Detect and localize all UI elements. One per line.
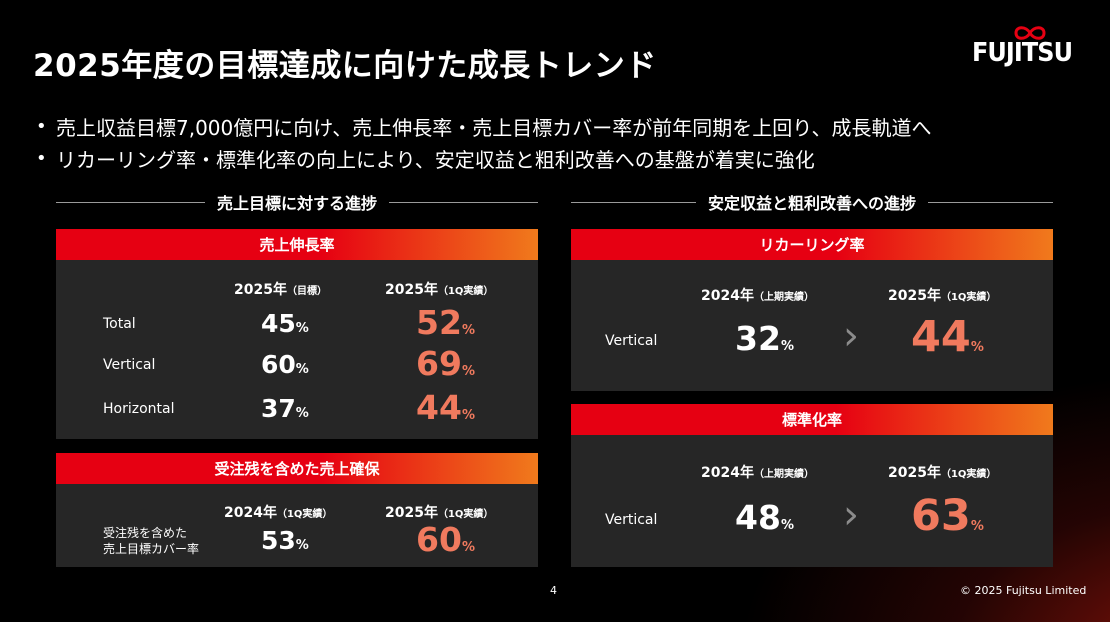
- value-number: 63: [911, 491, 971, 541]
- page-number: 4: [550, 584, 557, 597]
- row-label: Vertical: [605, 333, 658, 349]
- target-value: 45%: [261, 309, 309, 338]
- value-number: 52: [416, 303, 462, 342]
- slide-title: 2025年度の目標達成に向けた成長トレンド: [33, 48, 657, 84]
- column-note: （上期実績）: [753, 469, 814, 480]
- percent-sign: %: [780, 518, 794, 533]
- bullet-item: • リカーリング率・標準化率の向上により、安定収益と粗利改善への基盤が着実に強化: [36, 142, 931, 174]
- column-note: （1Q実績）: [940, 469, 997, 480]
- column-header: 2025年（1Q実績）: [888, 285, 996, 305]
- column-header: 2025年（目標）: [234, 279, 327, 299]
- row-label: Horizontal: [103, 401, 175, 417]
- percent-sign: %: [970, 340, 984, 355]
- recurring-rate-title: リカーリング率: [571, 229, 1053, 260]
- column-note: （1Q実績）: [437, 286, 494, 297]
- percent-sign: %: [295, 406, 309, 421]
- value-number: 45: [261, 309, 296, 338]
- column-year: 2025年: [385, 282, 438, 298]
- column-header: 2024年（上期実績）: [701, 285, 814, 305]
- standardization-rate-panel: 標準化率 2024年（上期実績） 2025年（1Q実績） Vertical 48…: [571, 404, 1053, 567]
- standardization-2024-value: 48%: [735, 498, 794, 537]
- divider-line: [928, 201, 1054, 203]
- value-number: 60: [416, 520, 462, 559]
- bullet-text: リカーリング率・標準化率の向上により、安定収益と粗利改善への基盤が着実に強化: [56, 147, 815, 172]
- bullet-dot: •: [36, 147, 47, 169]
- coverage-2024-value: 53%: [261, 526, 309, 555]
- bullet-text: 売上収益目標7,000億円に向け、売上伸長率・売上目標カバー率が前年同期を上回り…: [56, 115, 932, 140]
- percent-sign: %: [461, 408, 475, 423]
- recurring-2024-value: 32%: [735, 319, 794, 358]
- chevron-right-icon: ›: [843, 313, 859, 359]
- column-header: 2024年（1Q実績）: [224, 502, 332, 522]
- value-number: 69: [416, 344, 462, 383]
- bullet-item: • 売上収益目標7,000億円に向け、売上伸長率・売上目標カバー率が前年同期を上…: [36, 110, 931, 142]
- percent-sign: %: [461, 364, 475, 379]
- value-number: 53: [261, 526, 296, 555]
- column-year: 2025年: [888, 288, 941, 304]
- percent-sign: %: [461, 323, 475, 338]
- percent-sign: %: [970, 519, 984, 534]
- column-note: （1Q実績）: [940, 292, 997, 303]
- row-label: Vertical: [103, 357, 156, 373]
- fujitsu-logo: FUJITSU: [972, 24, 1078, 74]
- row-label: Total: [103, 316, 136, 332]
- chevron-right-icon: ›: [843, 492, 859, 538]
- growth-rate-panel: 売上伸長率 2025年（目標） 2025年（1Q実績） Total 45% 52…: [56, 229, 538, 439]
- value-number: 32: [735, 319, 781, 358]
- actual-value: 69%: [416, 344, 475, 383]
- recurring-2025-value: 44%: [911, 312, 984, 362]
- value-number: 60: [261, 350, 296, 379]
- row-label-line: 売上目標カバー率: [103, 542, 200, 556]
- percent-sign: %: [295, 362, 309, 377]
- column-header: 2025年（1Q実績）: [385, 502, 493, 522]
- column-year: 2024年: [224, 505, 277, 521]
- left-section-title: 売上目標に対する進捗: [217, 194, 378, 213]
- target-value: 37%: [261, 394, 309, 423]
- backlog-title: 受注残を含めた売上確保: [56, 453, 538, 484]
- row-label: Vertical: [605, 512, 658, 528]
- right-section-header: 安定収益と粗利改善への進捗: [571, 191, 1054, 213]
- bullet-list: • 売上収益目標7,000億円に向け、売上伸長率・売上目標カバー率が前年同期を上…: [36, 110, 931, 174]
- percent-sign: %: [295, 538, 309, 553]
- divider-line: [389, 201, 539, 203]
- column-note: （上期実績）: [753, 292, 814, 303]
- value-number: 48: [735, 498, 781, 537]
- backlog-panel: 受注残を含めた売上確保 2024年（1Q実績） 2025年（1Q実績） 受注残を…: [56, 453, 538, 567]
- right-section-title: 安定収益と粗利改善への進捗: [708, 194, 917, 213]
- divider-line: [571, 201, 696, 203]
- actual-value: 52%: [416, 303, 475, 342]
- standardization-2025-value: 63%: [911, 491, 984, 541]
- column-header: 2025年（1Q実績）: [888, 462, 996, 482]
- left-section-header: 売上目標に対する進捗: [56, 191, 539, 213]
- column-note: （1Q実績）: [276, 509, 333, 520]
- bullet-dot: •: [36, 115, 47, 137]
- value-number: 44: [416, 388, 462, 427]
- infinity-mark-icon: [1014, 26, 1046, 40]
- column-year: 2024年: [701, 288, 754, 304]
- column-note: （1Q実績）: [437, 509, 494, 520]
- divider-line: [56, 201, 205, 203]
- percent-sign: %: [461, 540, 475, 555]
- column-year: 2025年: [234, 282, 287, 298]
- actual-value: 44%: [416, 388, 475, 427]
- column-note: （目標）: [286, 286, 327, 297]
- copyright-notice: © 2025 Fujitsu Limited: [960, 584, 1087, 597]
- percent-sign: %: [295, 321, 309, 336]
- percent-sign: %: [780, 339, 794, 354]
- logo-text: FUJITSU: [972, 38, 1073, 68]
- standardization-rate-title: 標準化率: [571, 404, 1053, 435]
- value-number: 44: [911, 312, 971, 362]
- target-value: 60%: [261, 350, 309, 379]
- column-header: 2024年（上期実績）: [701, 462, 814, 482]
- column-header: 2025年（1Q実績）: [385, 279, 493, 299]
- growth-rate-title: 売上伸長率: [56, 229, 538, 260]
- recurring-rate-panel: リカーリング率 2024年（上期実績） 2025年（1Q実績） Vertical…: [571, 229, 1053, 391]
- coverage-2025-value: 60%: [416, 520, 475, 559]
- column-year: 2025年: [385, 505, 438, 521]
- row-label-line: 受注残を含めた: [103, 526, 188, 540]
- column-year: 2025年: [888, 465, 941, 481]
- value-number: 37: [261, 394, 296, 423]
- backlog-row-label: 受注残を含めた 売上目標カバー率: [103, 525, 199, 557]
- column-year: 2024年: [701, 465, 754, 481]
